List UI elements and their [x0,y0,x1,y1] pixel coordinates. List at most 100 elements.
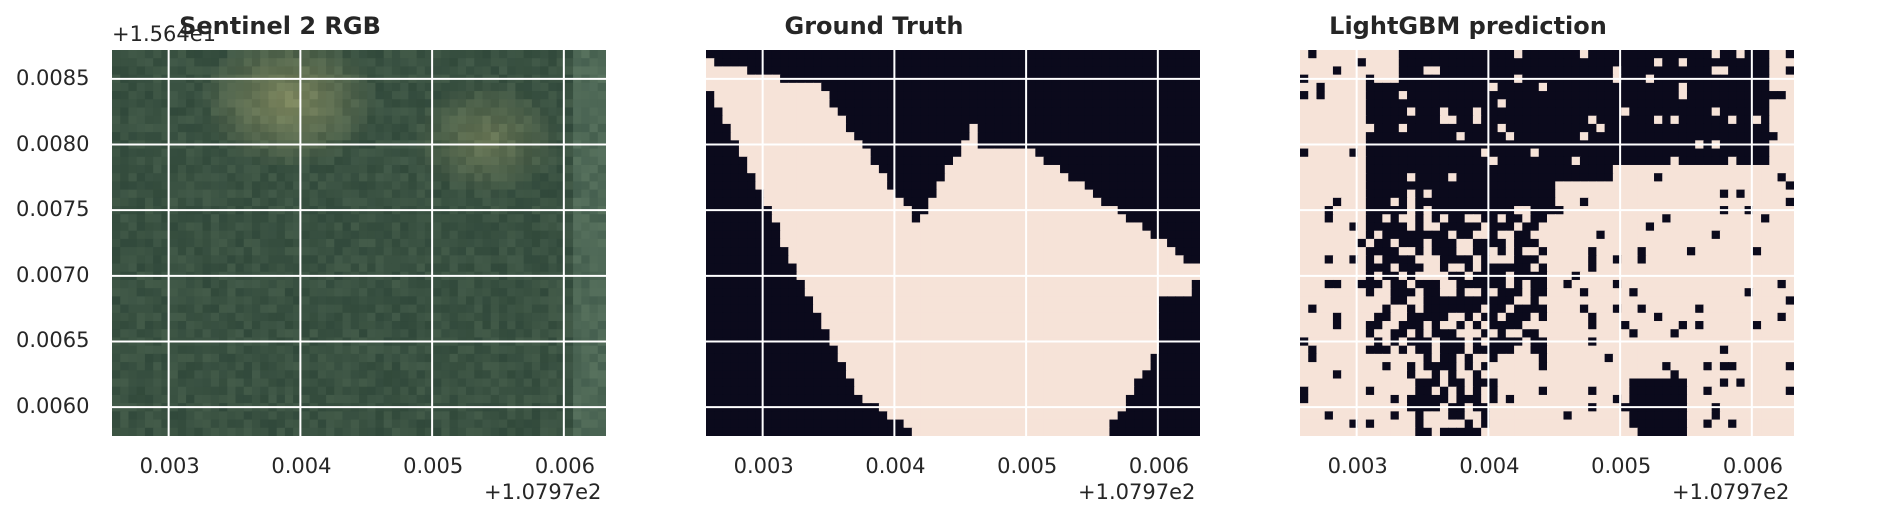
pixel [1092,132,1102,141]
pixel [523,58,533,68]
pixel [837,164,847,174]
pixel [441,370,451,380]
pixel [573,353,582,363]
pixel [317,288,327,297]
pixel [862,173,872,182]
pixel [1158,156,1168,166]
pixel [1175,148,1185,158]
pixel [845,321,855,330]
pixel [235,156,245,166]
pixel [490,321,500,330]
pixel [276,386,286,396]
pixel [326,263,335,273]
pixel [433,394,442,404]
pixel [821,329,831,339]
pixel [944,107,954,117]
pixel [194,148,204,158]
pixel [416,91,426,100]
pixel [391,378,401,388]
pixel [359,99,368,109]
pixel [1010,247,1020,256]
pixel [1084,50,1094,59]
pixel [301,321,311,330]
pixel [391,238,401,248]
pixel [589,173,599,182]
pixel [870,123,880,133]
pixel [1167,197,1176,207]
pixel [408,378,418,388]
pixel [1027,91,1036,100]
pixel [507,263,517,273]
pixel [474,107,484,117]
pixel [507,427,517,436]
pixel [722,230,732,240]
pixel [1158,247,1168,256]
pixel [780,164,789,174]
pixel [837,181,847,191]
pixel [1018,263,1028,273]
pixel [177,230,187,240]
pixel [738,197,748,207]
pixel [870,82,880,92]
pixel [928,304,938,314]
pixel [813,247,822,256]
pixel [449,123,459,133]
pixel [112,82,121,92]
pixel [136,107,146,117]
pixel [1175,329,1185,339]
pixel [391,386,401,396]
pixel [408,345,418,355]
pixel [564,82,574,92]
pixel [391,288,401,297]
pixel [845,58,855,68]
pixel [895,263,905,273]
pixel [1027,132,1036,141]
pixel [243,321,253,330]
pixel [383,91,393,100]
pixel [597,419,606,429]
pixel [1183,189,1193,199]
pixel [169,164,179,174]
pixel [301,263,311,273]
pixel [317,427,327,436]
pixel [202,370,212,380]
pixel [1158,312,1168,322]
pixel [391,279,401,289]
pixel [1002,238,1012,248]
pixel [342,132,352,141]
pixel [895,230,905,240]
pixel [482,370,492,380]
pixel [120,312,130,322]
pixel [1101,148,1111,158]
pixel [1043,58,1053,68]
pixel [136,411,146,421]
pixel [714,312,724,322]
pixel [1010,66,1020,76]
pixel [821,230,831,240]
pixel [235,50,245,59]
pixel [706,247,715,256]
pixel [564,362,574,371]
pixel [153,132,162,141]
pixel [730,181,740,191]
pixel [112,58,121,68]
pixel [268,230,278,240]
pixel [466,386,475,396]
pixel [994,321,1003,330]
pixel [498,197,508,207]
pixel [507,115,517,125]
pixel [342,173,352,182]
pixel [276,214,286,224]
pixel [466,107,475,117]
pixel [169,362,179,371]
pixel [597,238,606,248]
pixel [144,263,154,273]
pixel [961,321,971,330]
pixel [350,378,360,388]
pixel [1035,279,1045,289]
pixel [1191,82,1200,92]
pixel [202,230,212,240]
pixel [796,189,806,199]
pixel [194,50,204,59]
pixel [597,91,606,100]
